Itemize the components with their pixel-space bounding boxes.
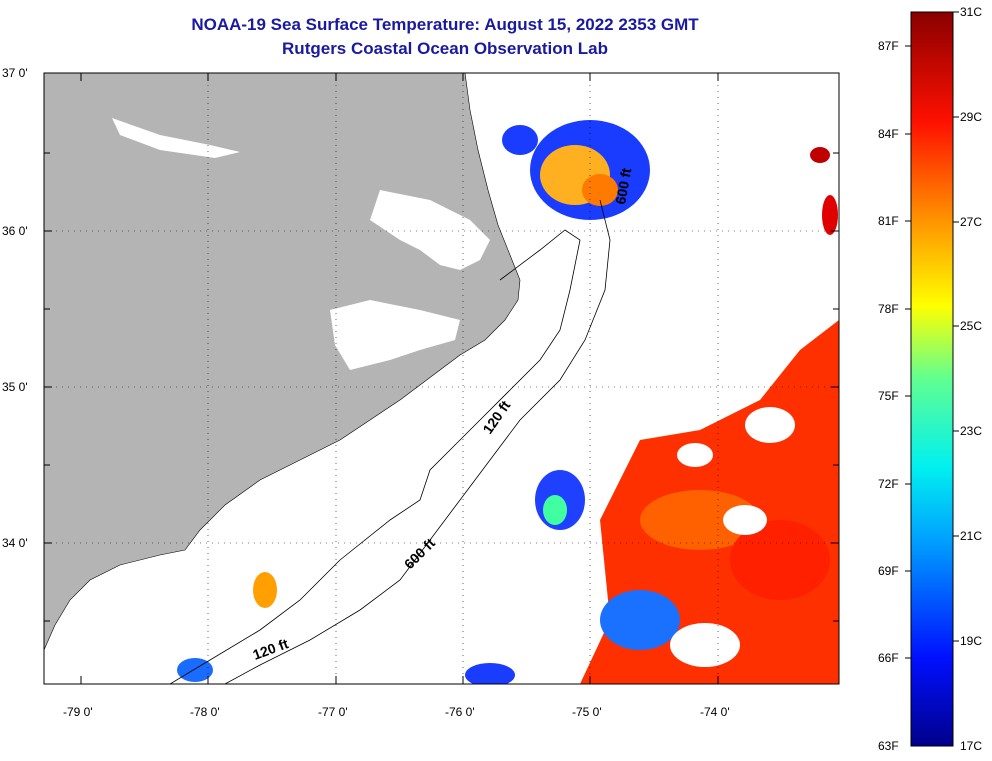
map-title: NOAA-19 Sea Surface Temperature: August … (191, 15, 699, 34)
map-area (44, 73, 839, 684)
contour-600ft (224, 199, 611, 684)
contour-label-600-south: 600 ft (401, 535, 438, 572)
colorbar-f-69: 69F (878, 564, 899, 578)
colorbar-c-21: 21C (960, 529, 983, 543)
colorbar-c-25: 25C (960, 319, 983, 333)
lat-label-36: 36 0' (2, 224, 28, 238)
contour-120ft (169, 229, 581, 684)
lat-label-34: 34 0' (2, 536, 28, 550)
lon-label-78: -78 0' (190, 705, 220, 719)
sst-patches (177, 120, 839, 684)
lon-label-75: -75 0' (572, 705, 602, 719)
lon-label-76: -76 0' (445, 705, 475, 719)
colorbar-f-66: 66F (878, 651, 899, 665)
contour-label-120-mid: 120 ft (479, 397, 513, 436)
colorbar-c-31: 31C (960, 5, 983, 19)
colorbar-c-17: 17C (960, 739, 983, 753)
lon-label-74: -74 0' (700, 705, 730, 719)
lon-label-79: -79 0' (63, 705, 93, 719)
colorbar-f-84: 84F (878, 127, 899, 141)
colorbar-f-78: 78F (878, 302, 899, 316)
contour-label-120-south: 120 ft (251, 635, 291, 663)
colorbar-f-81: 81F (878, 214, 899, 228)
colorbar-f-72: 72F (878, 477, 899, 491)
colorbar (910, 11, 954, 747)
lat-label-37: 37 0' (2, 66, 28, 80)
colorbar-f-63: 63F (878, 739, 899, 753)
colorbar-c-23: 23C (960, 424, 983, 438)
contour-label-600-north: 600 ft (612, 166, 634, 205)
colorbar-c-29: 29C (960, 110, 983, 124)
lon-label-77: -77 0' (318, 705, 348, 719)
colorbar-c-19: 19C (960, 634, 983, 648)
colorbar-f-87: 87F (878, 39, 899, 53)
map-frame (43, 72, 840, 685)
map-subtitle: Rutgers Coastal Ocean Observation Lab (282, 39, 608, 58)
colorbar-f-75: 75F (878, 389, 899, 403)
land-mass (44, 73, 521, 651)
colorbar-c-27: 27C (960, 215, 983, 229)
lat-label-35: 35 0' (2, 380, 28, 394)
